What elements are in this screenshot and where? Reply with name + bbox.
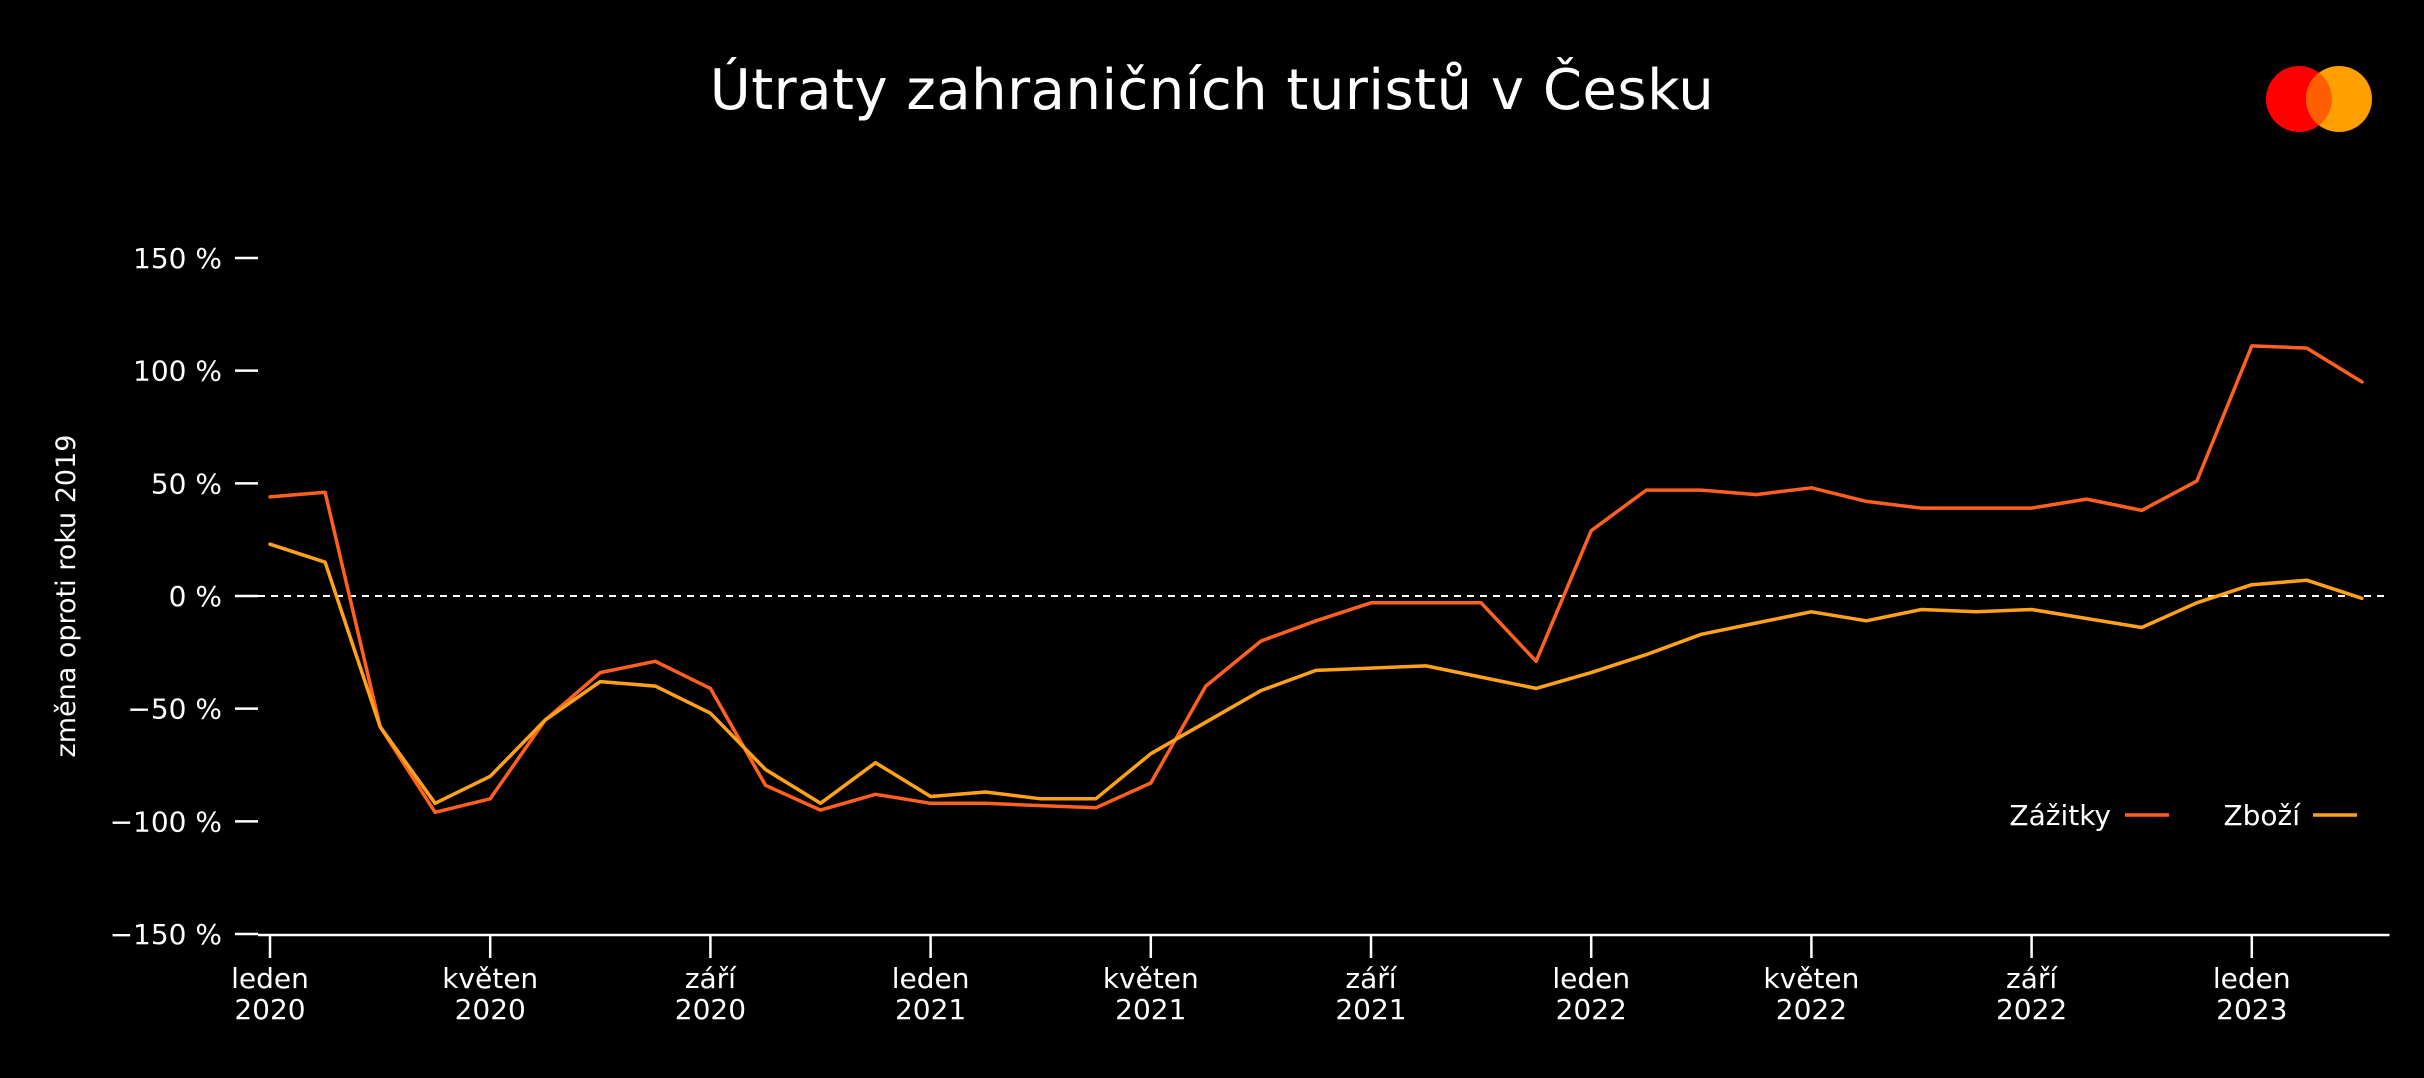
x-tick-label-month: leden	[2213, 962, 2291, 995]
x-tick-label-month: září	[1345, 962, 1397, 995]
x-tick-label-month: leden	[231, 962, 309, 995]
x-tick-label-year: 2022	[1556, 993, 1627, 1026]
x-tick-label-year: 2021	[1115, 993, 1186, 1026]
x-tick-label-year: 2020	[455, 993, 526, 1026]
series-line-zboží	[268, 542, 2364, 806]
series-line-zážitky	[268, 344, 2364, 815]
y-tick-label: 0 %	[169, 580, 222, 613]
mastercard-logo	[2266, 66, 2372, 132]
chart-title: Útraty zahraničních turistů v Česku	[709, 58, 1715, 123]
x-tick-label-month: září	[685, 962, 737, 995]
legend-label: Zboží	[2223, 799, 2301, 832]
x-tick-label-year: 2021	[895, 993, 966, 1026]
y-axis: 150 % 100 % 50 % 0 % −50 % −100 % −150 %	[110, 242, 258, 951]
x-tick-label-month: květen	[1763, 962, 1859, 995]
legend-label: Zážitky	[2009, 799, 2111, 832]
x-tick-label-year: 2022	[1776, 993, 1847, 1026]
y-tick-label: 150 %	[133, 242, 222, 275]
x-tick-label-year: 2020	[675, 993, 746, 1026]
x-tick-label-year: 2021	[1335, 993, 1406, 1026]
y-tick-label: −50 %	[127, 693, 222, 726]
y-tick-label: −100 %	[110, 805, 222, 838]
legend: Zážitky Zboží	[2009, 799, 2357, 832]
x-tick-label-year: 2020	[234, 993, 305, 1026]
x-tick-label-month: květen	[442, 962, 538, 995]
x-tick-label-month: květen	[1103, 962, 1199, 995]
y-tick-label: 50 %	[151, 467, 222, 500]
x-axis: leden2020květen2020září2020leden2021květ…	[231, 933, 2390, 1026]
x-tick-label-month: leden	[1552, 962, 1630, 995]
x-tick-label-year: 2023	[2216, 993, 2287, 1026]
x-tick-label-month: září	[2006, 962, 2058, 995]
logo-overlap	[2306, 66, 2332, 132]
x-tick-label-month: leden	[892, 962, 970, 995]
y-axis-label: změna oproti roku 2019	[51, 435, 82, 758]
y-tick-label: −150 %	[110, 918, 222, 951]
x-tick-label-year: 2022	[1996, 993, 2067, 1026]
y-tick-label: 100 %	[133, 355, 222, 388]
series-lines	[268, 344, 2364, 815]
